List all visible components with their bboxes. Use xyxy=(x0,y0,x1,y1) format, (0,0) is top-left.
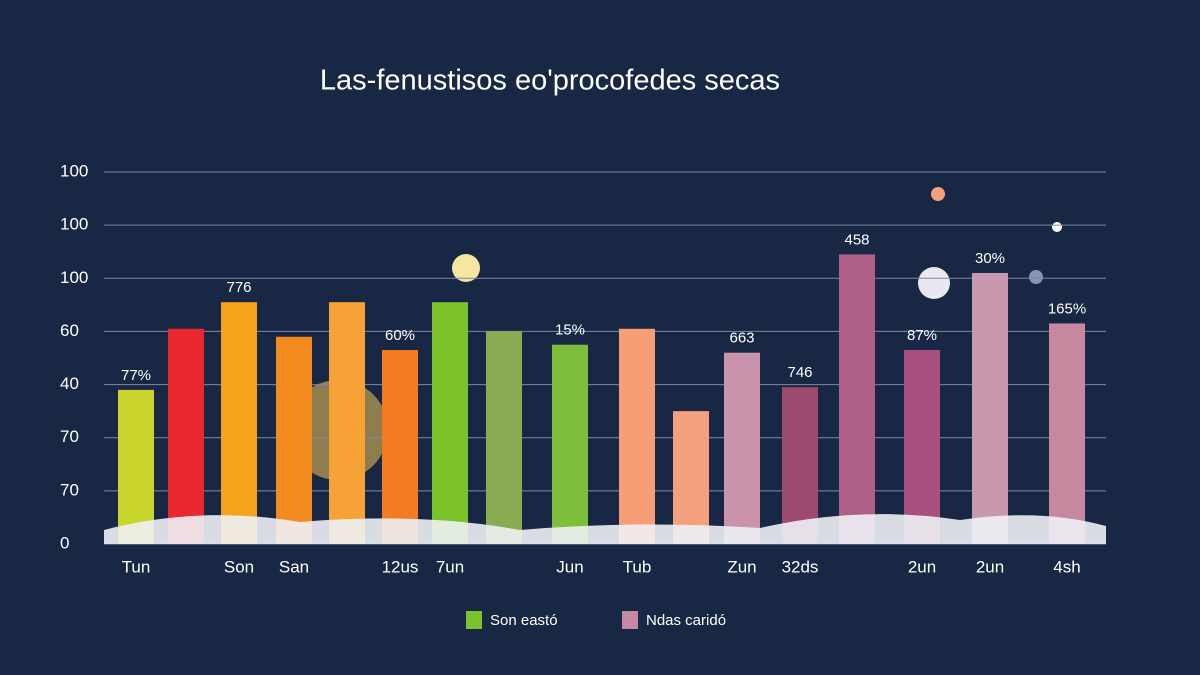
data-label: 165% xyxy=(1048,300,1086,317)
planet xyxy=(931,187,945,201)
sun xyxy=(452,254,480,282)
y-tick-label: 100 xyxy=(60,268,88,287)
star xyxy=(1052,222,1062,232)
chart-title: Las-fenustisos eo'procofedes secas xyxy=(320,65,780,97)
legend-label: Ndas caridó xyxy=(646,612,726,629)
x-tick-label: 2un xyxy=(908,557,936,576)
bar xyxy=(118,389,154,544)
bar xyxy=(382,350,418,544)
bar xyxy=(724,352,760,544)
legend-swatch xyxy=(622,611,638,629)
data-label: 77% xyxy=(121,367,151,384)
x-tick-label: 4sh xyxy=(1053,557,1080,576)
bar xyxy=(972,272,1008,544)
data-label: 60% xyxy=(385,327,415,344)
x-tick-label: 32ds xyxy=(782,557,819,576)
y-tick-label: 100 xyxy=(60,161,88,180)
bar xyxy=(486,331,522,544)
planet xyxy=(1029,270,1043,284)
bar xyxy=(276,336,312,544)
x-tick-label: Jun xyxy=(556,557,583,576)
data-label: 776 xyxy=(226,279,251,296)
y-tick-label: 40 xyxy=(60,374,79,393)
y-tick-label: 60 xyxy=(60,321,79,340)
bar xyxy=(329,302,365,544)
bar xyxy=(782,387,818,544)
x-tick-label: 7un xyxy=(436,557,464,576)
bar xyxy=(904,350,940,544)
data-label: 458 xyxy=(844,231,869,248)
bar xyxy=(673,411,709,544)
bar xyxy=(1049,323,1085,544)
data-label: 30% xyxy=(975,250,1005,267)
y-tick-label: 70 xyxy=(60,427,79,446)
y-tick-label: 0 xyxy=(60,533,69,552)
x-tick-label: Son xyxy=(224,557,254,576)
bar xyxy=(221,302,257,544)
y-tick-label: 100 xyxy=(60,215,88,234)
legend-label: Son eastó xyxy=(490,612,558,629)
bar xyxy=(552,344,588,544)
moon xyxy=(918,267,950,299)
x-tick-label: Tun xyxy=(122,557,151,576)
x-tick-label: Tub xyxy=(623,557,652,576)
data-label: 15% xyxy=(555,322,585,339)
x-tick-label: Zun xyxy=(727,557,756,576)
data-label: 746 xyxy=(787,364,812,381)
bar xyxy=(619,328,655,544)
ground xyxy=(104,514,1106,544)
bar xyxy=(839,254,875,544)
data-label: 87% xyxy=(907,327,937,344)
x-tick-label: San xyxy=(279,557,309,576)
bar xyxy=(432,302,468,544)
legend-swatch xyxy=(466,611,482,629)
x-tick-label: 2un xyxy=(976,557,1004,576)
y-tick-label: 70 xyxy=(60,480,79,499)
x-tick-label: 12us xyxy=(382,557,419,576)
bar xyxy=(168,328,204,544)
data-label: 663 xyxy=(729,330,754,347)
